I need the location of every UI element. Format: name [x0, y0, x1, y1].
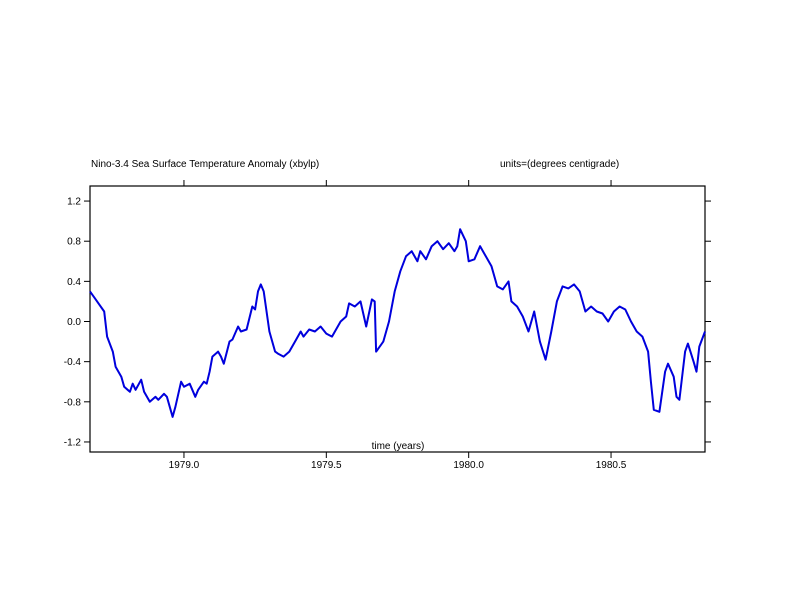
x-tick-label: 1980.0	[453, 460, 484, 471]
series-line	[89, 228, 706, 418]
y-tick-label: -1.2	[64, 437, 82, 448]
y-tick-label: 1.2	[67, 197, 81, 208]
x-axis-label: time (years)	[372, 441, 425, 452]
y-tick-label: 0.8	[67, 237, 81, 248]
plot-frame	[89, 185, 706, 453]
y-tick-label: -0.4	[64, 357, 82, 368]
x-tick-label: 1980.5	[596, 460, 627, 471]
axis-ticks	[84, 180, 711, 458]
x-tick-label: 1979.0	[169, 460, 200, 471]
chart-title: Nino-3.4 Sea Surface Temperature Anomaly…	[91, 159, 319, 170]
axis-tick-labels: 1979.0 1979.5 1980.0 1980.5 1.2 0.8 0.4 0.0 -0.4…	[64, 197, 627, 471]
y-tick-label: -0.8	[64, 397, 82, 408]
y-tick-label: 0.0	[67, 317, 81, 328]
y-tick-label: 0.4	[67, 277, 81, 288]
units-label: units=(degrees centigrade)	[500, 159, 619, 170]
x-tick-label: 1979.5	[311, 460, 342, 471]
